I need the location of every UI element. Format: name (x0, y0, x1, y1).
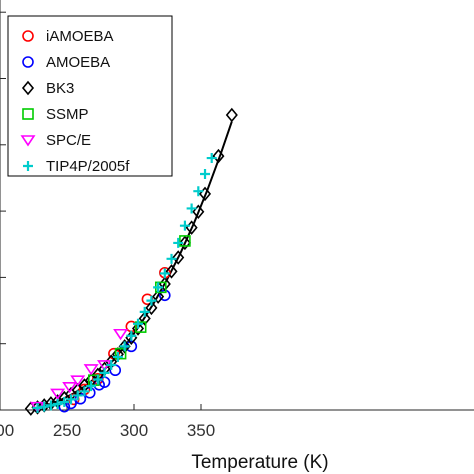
point-5-7 (79, 386, 90, 397)
point-5-18 (153, 282, 164, 293)
point-5-2 (45, 400, 56, 411)
point-5-21 (173, 237, 184, 248)
point-3-4 (179, 235, 191, 247)
point-5-11 (106, 359, 117, 370)
point-3-2 (134, 321, 147, 333)
point-5-13 (119, 341, 130, 352)
point-2-18 (145, 300, 158, 316)
point-2-28 (225, 107, 238, 123)
point-5-20 (166, 253, 177, 264)
point-5-24 (193, 186, 204, 197)
point-4-6 (113, 328, 129, 341)
point-4-3 (70, 375, 86, 387)
point-5-6 (72, 390, 83, 401)
legend-label-0: iAMOEBA (46, 28, 114, 45)
point-2-22 (172, 250, 185, 265)
point-5-9 (92, 374, 103, 385)
point-2-27 (212, 148, 225, 164)
data-series (24, 107, 238, 416)
legend: iAMOEBA AMOEBA BK3 SSMP SPC/E TIP4P/2005f (7, 15, 173, 177)
point-2-14 (118, 339, 131, 354)
point-5-17 (146, 295, 157, 306)
point-5-26 (206, 153, 217, 164)
point-4-2 (62, 381, 78, 394)
point-5-22 (179, 220, 190, 231)
point-2-21 (165, 264, 178, 279)
point-5-3 (52, 399, 63, 410)
point-2-17 (138, 311, 151, 326)
legend-marker-3 (22, 108, 34, 120)
legend-marker-0 (22, 30, 34, 42)
legend-label-2: BK3 (46, 80, 74, 97)
legend-box (7, 15, 173, 177)
legend-label-3: SSMP (46, 106, 89, 123)
point-5-15 (133, 318, 144, 329)
point-2-16 (131, 321, 145, 336)
fit-curve (33, 121, 233, 410)
series-ssmp (88, 235, 191, 386)
y-ticks (0, 11, 6, 411)
point-5-16 (139, 306, 150, 317)
point-5-0 (32, 403, 43, 414)
legend-marker-5 (23, 161, 33, 171)
series-tip4p-2005f (32, 153, 217, 414)
point-5-10 (99, 367, 110, 378)
point-2-25 (192, 204, 205, 220)
point-5-25 (200, 168, 211, 179)
plot-frame (0, 0, 474, 411)
point-2-23 (178, 235, 191, 251)
point-5-19 (159, 268, 170, 279)
point-2-19 (152, 289, 165, 304)
point-4-1 (50, 388, 66, 400)
point-5-14 (126, 330, 137, 341)
point-4-4 (83, 364, 99, 376)
point-5-5 (66, 394, 77, 405)
legend-label-4: SPC/E (46, 132, 91, 149)
x-tick-label-0: 200 (0, 421, 14, 440)
legend-marker-2 (21, 80, 35, 96)
legend-marker-1 (22, 56, 34, 68)
legend-label-5: TIP4P/2005f (46, 158, 130, 175)
x-ticks: 200 250 300 350 (0, 404, 215, 440)
point-5-23 (186, 203, 197, 214)
x-tick-label-1: 250 (53, 421, 81, 440)
x-axis-label: Temperature (K) (191, 452, 328, 473)
point-5-8 (86, 381, 97, 392)
legend-marker-4 (20, 135, 36, 147)
x-tick-label-2: 300 (120, 421, 148, 440)
x-tick-label-3: 350 (187, 421, 215, 440)
point-5-1 (39, 401, 50, 412)
legend-label-1: AMOEBA (46, 54, 110, 71)
point-5-4 (59, 397, 70, 408)
point-5-12 (112, 351, 123, 362)
point-3-1 (114, 347, 127, 360)
fit-curve-line (33, 121, 233, 410)
